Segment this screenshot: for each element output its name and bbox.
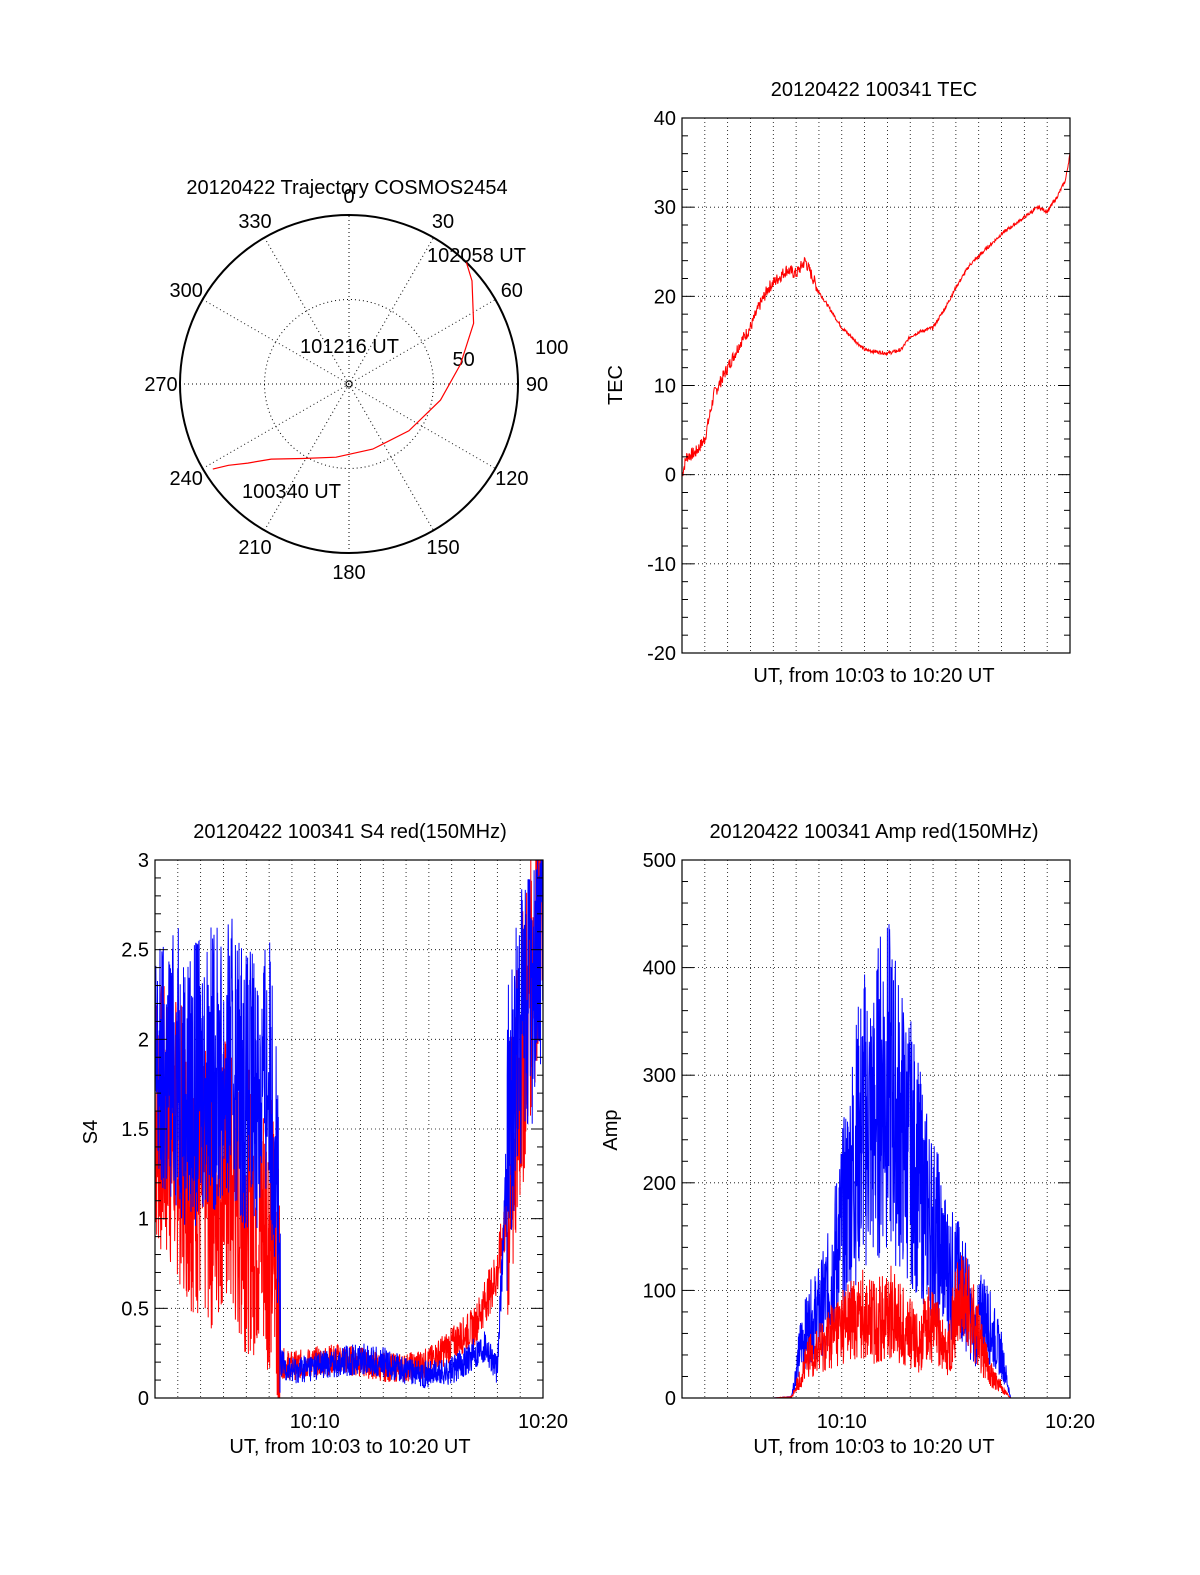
polar-radial-label: 100 (535, 337, 568, 359)
amp-chart-panel: 20120422 100341 Amp red(150MHz) 0 100 200 3… (600, 821, 1095, 1458)
polar-radial-label: 50 (453, 349, 475, 371)
polar-angle-label: 0 (343, 186, 354, 208)
y-tick-label: 20 (654, 286, 676, 308)
polar-angle-label: 240 (169, 468, 202, 490)
y-tick-label: -20 (647, 643, 676, 665)
y-tick-label: 1.5 (121, 1119, 149, 1141)
amp-title: 20120422 100341 Amp red(150MHz) (709, 821, 1038, 843)
polar-trajectory-panel: 20120422 Trajectory COSMOS2454 0 30 60 90 12… (144, 177, 568, 584)
polar-angle-label: 120 (495, 468, 528, 490)
polar-angle-label: 270 (144, 374, 177, 396)
amp-ylabel: Amp (600, 1109, 622, 1150)
series-line-0 (681, 152, 1071, 477)
tec-y-ticks: -20 -10 0 10 20 30 40 (647, 108, 1070, 665)
y-tick-label: 400 (643, 958, 676, 980)
tec-xlabel: UT, from 10:03 to 10:20 UT (753, 665, 994, 687)
amp-series-group (682, 924, 1070, 1399)
annotation-start-time: 100340 UT (242, 481, 341, 503)
y-tick-label: 1 (138, 1209, 149, 1231)
y-tick-label: 0.5 (121, 1298, 149, 1320)
polar-grid (179, 214, 519, 554)
polar-angle-label: 150 (426, 537, 459, 559)
y-tick-label: -10 (647, 554, 676, 576)
polar-trajectory-line (212, 262, 475, 470)
polar-angle-label: 300 (169, 280, 202, 302)
y-tick-label: 500 (643, 850, 676, 872)
y-tick-label: 3 (138, 850, 149, 872)
series-line-1 (682, 1255, 1070, 1399)
y-tick-label: 300 (643, 1065, 676, 1087)
s4-ylabel: S4 (80, 1120, 102, 1144)
s4-ticks: 0 0.5 1 1.5 2 2.5 3 10:10 10:20 (121, 850, 568, 1433)
polar-angle-label: 60 (501, 280, 523, 302)
x-tick-label: 10:10 (290, 1411, 340, 1433)
x-tick-label: 10:10 (817, 1411, 867, 1433)
annotation-mid-time: 101216 UT (300, 336, 399, 358)
amp-ticks: 0 100 200 300 400 500 10:10 10:20 (643, 850, 1095, 1433)
polar-title: 20120422 Trajectory COSMOS2454 (186, 177, 507, 199)
tec-ylabel: TEC (605, 365, 627, 405)
polar-angle-label: 30 (432, 211, 454, 233)
y-tick-label: 2 (138, 1029, 149, 1051)
polar-spoke (264, 237, 434, 531)
polar-angle-label: 330 (238, 211, 271, 233)
series-line-1 (154, 859, 544, 1393)
s4-chart-panel: 20120422 100341 S4 red(150MHz) 0 0.5 1 1.5 2… (80, 821, 568, 1458)
x-tick-label: 10:20 (518, 1411, 568, 1433)
y-tick-label: 200 (643, 1173, 676, 1195)
y-tick-label: 100 (643, 1280, 676, 1302)
y-tick-label: 0 (138, 1388, 149, 1410)
y-tick-label: 10 (654, 376, 676, 398)
annotation-end-time: 102058 UT (427, 245, 526, 267)
s4-xlabel: UT, from 10:03 to 10:20 UT (229, 1436, 470, 1458)
polar-angle-labels: 0 30 60 90 120 150 180 210 240 270 300 330 50 100 (144, 186, 568, 584)
s4-title: 20120422 100341 S4 red(150MHz) (193, 821, 507, 843)
y-tick-label: 2.5 (121, 940, 149, 962)
tec-grid (682, 118, 1070, 653)
amp-xlabel: UT, from 10:03 to 10:20 UT (753, 1436, 994, 1458)
y-tick-label: 0 (665, 465, 676, 487)
y-tick-label: 40 (654, 108, 676, 130)
amp-axes-frame (681, 859, 1071, 1399)
polar-angle-label: 180 (332, 562, 365, 584)
tec-title: 20120422 100341 TEC (771, 79, 977, 101)
x-tick-label: 10:20 (1045, 1411, 1095, 1433)
polar-angle-label: 90 (526, 374, 548, 396)
tec-axes-frame (681, 117, 1071, 654)
polar-angle-label: 210 (238, 537, 271, 559)
y-tick-label: 0 (665, 1388, 676, 1410)
y-tick-label: 30 (654, 197, 676, 219)
tec-series-group (681, 152, 1071, 477)
s4-series-group (154, 859, 544, 1399)
